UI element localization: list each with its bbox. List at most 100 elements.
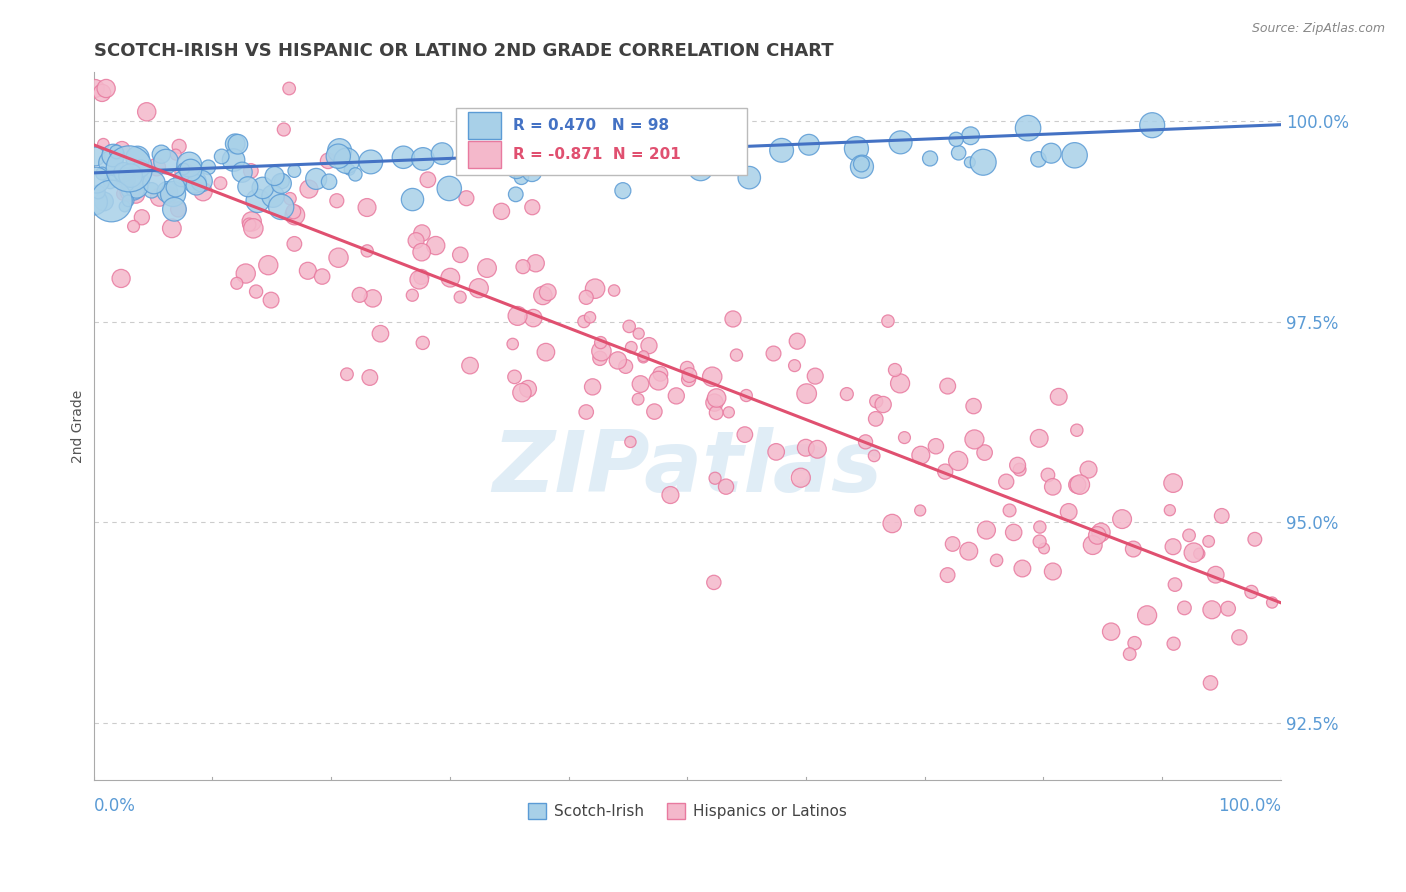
Point bbox=[998, 503, 1021, 517]
Point bbox=[627, 326, 650, 341]
Point bbox=[339, 162, 361, 177]
Point bbox=[211, 149, 233, 163]
Text: R = 0.470   N = 98: R = 0.470 N = 98 bbox=[513, 118, 669, 133]
Point bbox=[762, 346, 785, 360]
Point bbox=[257, 258, 280, 272]
Point bbox=[1011, 561, 1033, 575]
Point bbox=[167, 202, 190, 217]
Point bbox=[995, 475, 1018, 489]
Point bbox=[1002, 525, 1025, 540]
Point bbox=[1007, 458, 1029, 473]
Point bbox=[273, 122, 295, 136]
Point bbox=[676, 361, 699, 376]
Point bbox=[356, 201, 378, 215]
Point bbox=[84, 149, 107, 163]
Point bbox=[1063, 148, 1085, 162]
FancyBboxPatch shape bbox=[456, 108, 747, 175]
Point bbox=[796, 386, 818, 401]
Point bbox=[316, 153, 339, 168]
Point bbox=[920, 152, 942, 166]
Point bbox=[392, 150, 415, 164]
Point bbox=[252, 181, 274, 195]
Point bbox=[336, 368, 359, 382]
Point bbox=[620, 340, 643, 354]
Point bbox=[794, 441, 817, 455]
Point bbox=[155, 154, 177, 169]
Point bbox=[1008, 462, 1031, 476]
Point bbox=[157, 188, 180, 202]
Point bbox=[359, 370, 381, 384]
Point bbox=[236, 179, 259, 194]
Point bbox=[430, 146, 453, 161]
Point bbox=[889, 376, 911, 391]
Point bbox=[650, 367, 672, 381]
Point bbox=[614, 359, 637, 374]
Point bbox=[329, 144, 352, 158]
Point bbox=[118, 161, 141, 176]
Point bbox=[734, 427, 756, 442]
Point bbox=[278, 192, 301, 206]
Point bbox=[262, 189, 284, 203]
Point bbox=[278, 81, 301, 95]
Point bbox=[222, 153, 245, 167]
Point bbox=[411, 226, 433, 240]
Point bbox=[408, 273, 430, 287]
Point bbox=[797, 137, 820, 152]
Point bbox=[163, 202, 186, 217]
Point bbox=[98, 175, 121, 189]
Point bbox=[1090, 525, 1112, 540]
Point bbox=[328, 149, 350, 163]
Point bbox=[439, 270, 461, 285]
Point bbox=[589, 351, 612, 366]
Point bbox=[129, 161, 152, 176]
Point bbox=[328, 251, 350, 265]
Point bbox=[1140, 118, 1163, 132]
Text: 0.0%: 0.0% bbox=[94, 797, 135, 815]
Point bbox=[1099, 624, 1122, 639]
Point bbox=[647, 374, 669, 388]
Point bbox=[643, 404, 665, 418]
Point bbox=[1123, 636, 1146, 650]
Point bbox=[948, 145, 970, 160]
Point bbox=[356, 244, 378, 258]
Point bbox=[117, 178, 139, 192]
Point bbox=[156, 185, 179, 199]
Point bbox=[703, 395, 725, 409]
Point bbox=[934, 465, 956, 479]
Point bbox=[141, 183, 163, 197]
Point bbox=[589, 335, 612, 350]
Point bbox=[706, 391, 728, 405]
Point bbox=[283, 236, 305, 251]
Point bbox=[959, 128, 981, 143]
Point bbox=[475, 261, 498, 276]
Point bbox=[1111, 512, 1133, 526]
Point bbox=[105, 145, 128, 159]
Point bbox=[114, 199, 136, 213]
Point bbox=[678, 368, 700, 382]
Point bbox=[1227, 631, 1250, 645]
Point bbox=[180, 163, 202, 178]
Point bbox=[118, 173, 141, 187]
Point bbox=[619, 434, 641, 449]
Point bbox=[100, 156, 122, 170]
Point bbox=[145, 160, 167, 174]
Point bbox=[235, 267, 257, 281]
Point bbox=[127, 151, 149, 165]
Point bbox=[401, 288, 423, 302]
Point bbox=[224, 136, 246, 151]
Point bbox=[962, 399, 984, 413]
Point bbox=[583, 282, 606, 296]
Point bbox=[186, 178, 208, 192]
Text: Source: ZipAtlas.com: Source: ZipAtlas.com bbox=[1251, 22, 1385, 36]
Point bbox=[851, 160, 873, 174]
Point bbox=[318, 175, 340, 189]
Point bbox=[305, 172, 328, 186]
Point bbox=[411, 269, 433, 284]
Point bbox=[1017, 121, 1039, 136]
Point bbox=[877, 314, 900, 328]
Point bbox=[120, 169, 142, 183]
Point bbox=[617, 319, 640, 334]
Point bbox=[872, 398, 894, 412]
Point bbox=[125, 179, 148, 194]
Text: ZIPatlas: ZIPatlas bbox=[492, 427, 883, 510]
